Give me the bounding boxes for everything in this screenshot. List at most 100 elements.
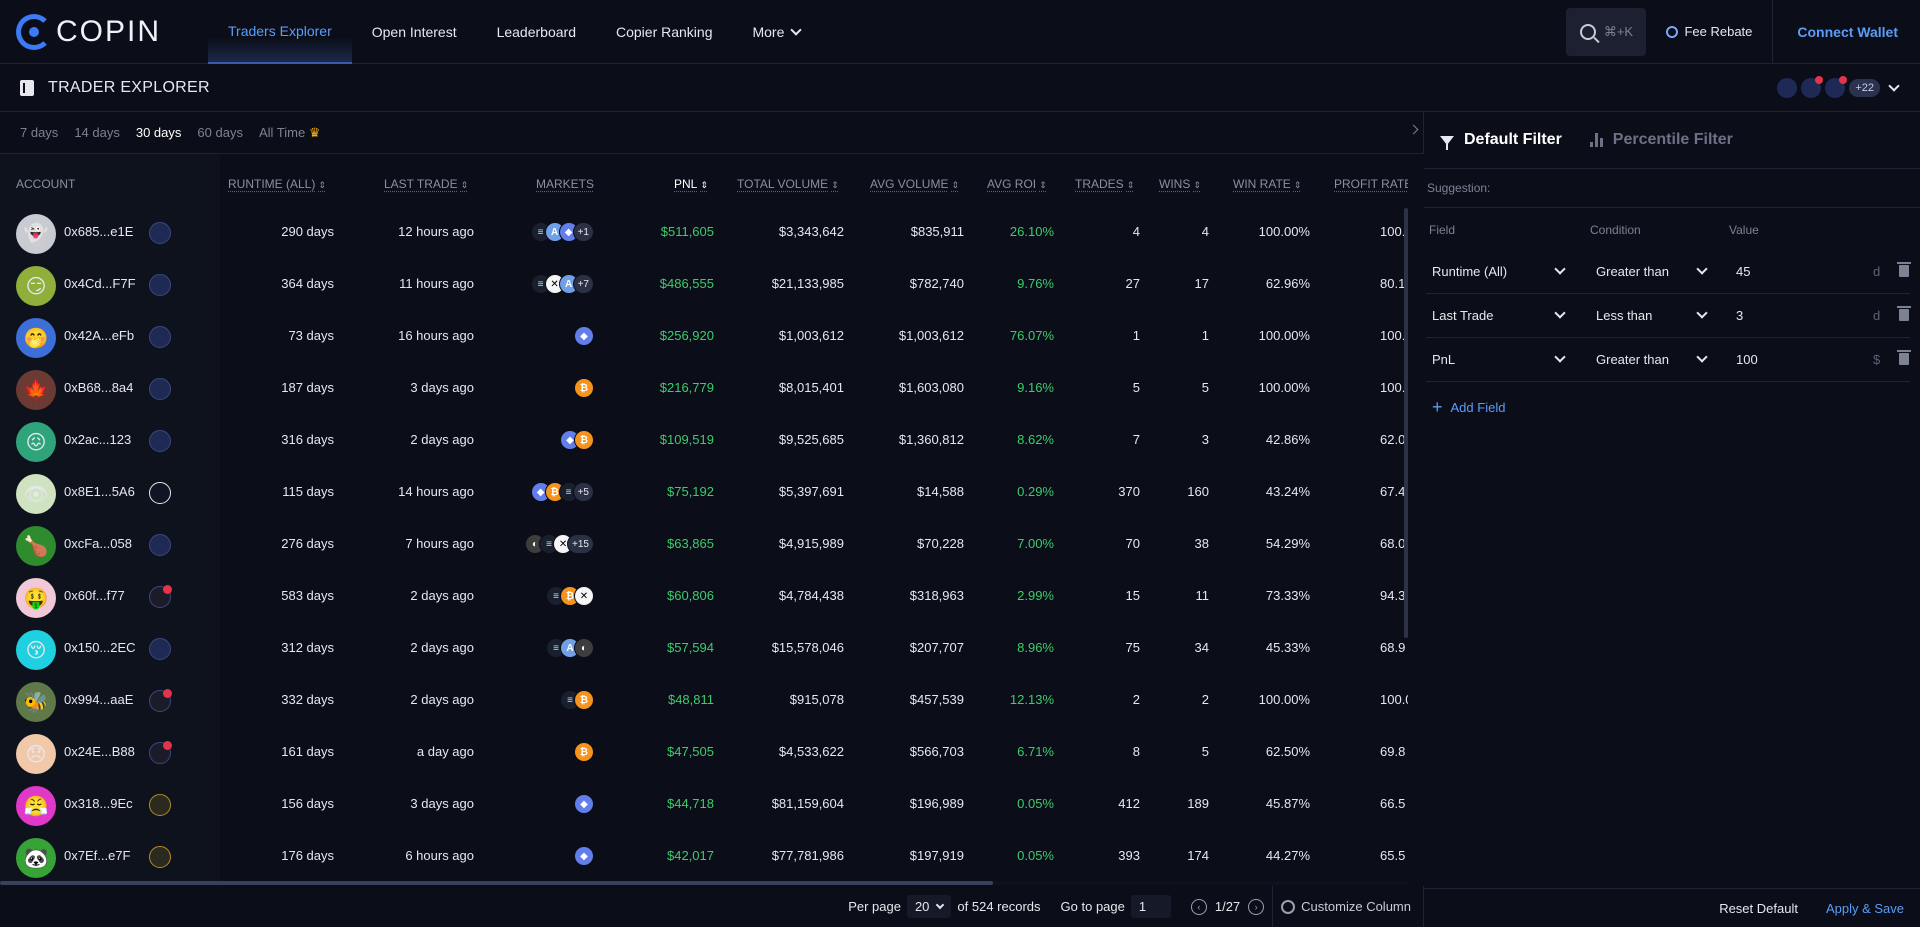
- table-row[interactable]: 🤭 0x42A...eFb 73 days 16 hours ago $256,920 $…: [0, 312, 1408, 364]
- table-row[interactable]: 🍗 0xcFa...058 276 days 7 hours ago $63,865 $4…: [0, 520, 1408, 572]
- account-address[interactable]: 0x318...9Ec: [64, 796, 133, 811]
- timeframe-60-days[interactable]: 60 days: [197, 125, 243, 140]
- column-win-rate[interactable]: WIN RATE ⇕: [1233, 177, 1301, 191]
- nav-more[interactable]: More: [732, 0, 826, 64]
- sort-icon: ⇕: [951, 180, 960, 190]
- cell-avg-roi: 9.16%: [1017, 380, 1054, 395]
- column-profit-rate[interactable]: PROFIT RATE: [1334, 177, 1408, 191]
- table-row[interactable]: 🐼 0x7Ef...e7F 176 days 6 hours ago $42,017 $7…: [0, 832, 1408, 881]
- table-row[interactable]: 👁 0x8E1...5A6 115 days 14 hours ago $75,192 $…: [0, 468, 1408, 520]
- cell-win-rate: 73.33%: [1265, 588, 1310, 603]
- chevron-down-icon[interactable]: [1554, 263, 1566, 275]
- column-avg-volume[interactable]: AVG VOLUME ⇕: [870, 177, 959, 191]
- table-row[interactable]: 🍁 0xB68...8a4 187 days 3 days ago $216,779 $8…: [0, 364, 1408, 416]
- account-address[interactable]: 0xB68...8a4: [64, 380, 134, 395]
- account-address[interactable]: 0x8E1...5A6: [64, 484, 135, 499]
- chevron-down-icon[interactable]: [1696, 307, 1708, 319]
- tab-default-filter[interactable]: Default Filter: [1440, 131, 1562, 150]
- add-field-button[interactable]: + Add Field: [1424, 382, 1920, 432]
- prev-page-icon[interactable]: ‹: [1190, 898, 1207, 915]
- nav-copier-ranking[interactable]: Copier Ranking: [615, 23, 713, 40]
- account-address[interactable]: 0x4Cd...F7F: [64, 276, 136, 291]
- table-row[interactable]: 😞 0x24E...B88 161 days a day ago $47,505 $4,5…: [0, 728, 1408, 780]
- fee-rebate-link[interactable]: Fee Rebate: [1646, 24, 1772, 39]
- per-page-select[interactable]: 20: [906, 895, 952, 918]
- column-total-volume[interactable]: TOTAL VOLUME ⇕: [737, 177, 839, 191]
- column-last-trade[interactable]: LAST TRADE ⇕: [384, 177, 468, 191]
- table-row[interactable]: 😚 0x150...2EC 312 days 2 days ago $57,594 $15…: [0, 624, 1408, 676]
- table-row[interactable]: 😤 0x318...9Ec 156 days 3 days ago $44,718 $81…: [0, 780, 1408, 832]
- timeframe-7-days[interactable]: 7 days: [20, 125, 59, 140]
- timeframe-14-days[interactable]: 14 days: [74, 125, 120, 140]
- cell-last-trade: 2 days ago: [410, 432, 474, 447]
- filter-value-input[interactable]: 45: [1736, 264, 1751, 279]
- account-address[interactable]: 0x2ac...123: [64, 432, 132, 447]
- next-page-icon[interactable]: ›: [1248, 898, 1265, 915]
- search-button[interactable]: ⌘+K: [1566, 7, 1647, 56]
- account-address[interactable]: 0x42A...eFb: [64, 328, 135, 343]
- trash-icon[interactable]: [1897, 306, 1911, 321]
- nav-open-interest[interactable]: Open Interest: [371, 23, 457, 40]
- cell-pnl: $63,865: [667, 536, 714, 551]
- chevron-down-icon[interactable]: [1554, 307, 1566, 319]
- filter-condition-select[interactable]: Greater than: [1596, 352, 1669, 367]
- account-address[interactable]: 0xcFa...058: [64, 536, 132, 551]
- logo[interactable]: COPIN: [16, 13, 196, 50]
- filter-value-input[interactable]: 100: [1736, 352, 1758, 367]
- filter-condition-select[interactable]: Greater than: [1596, 264, 1669, 279]
- account-address[interactable]: 0x994...aaE: [64, 692, 134, 707]
- vertical-scrollbar[interactable]: [1404, 208, 1408, 638]
- chevron-down-icon[interactable]: [1696, 351, 1708, 363]
- gear-icon: [1281, 899, 1296, 914]
- plus-icon: +: [1432, 397, 1443, 417]
- filter-footer: Reset Default Apply & Save: [1424, 888, 1920, 927]
- column-wins[interactable]: WINS ⇕: [1159, 177, 1201, 191]
- account-address[interactable]: 0x685...e1E: [64, 224, 134, 239]
- nav-traders-explorer[interactable]: Traders Explorer: [208, 0, 352, 64]
- cell-avg-roi: 76.07%: [1009, 328, 1054, 343]
- column-pnl[interactable]: PNL ⇕: [674, 177, 708, 191]
- tab-percentile-filter[interactable]: Percentile Filter: [1589, 131, 1733, 149]
- filter-field-select[interactable]: Runtime (All): [1432, 264, 1508, 279]
- timeframe-all-time[interactable]: All Time ♛: [259, 125, 321, 141]
- timeframe-30-days[interactable]: 30 days: [135, 125, 182, 140]
- filter-condition-select[interactable]: Less than: [1596, 308, 1653, 323]
- filter-field-select[interactable]: Last Trade: [1432, 308, 1494, 323]
- filter-field-select[interactable]: PnL: [1432, 352, 1456, 367]
- customize-column-button[interactable]: Customize Column: [1281, 899, 1411, 914]
- trash-icon[interactable]: [1897, 350, 1911, 365]
- connect-wallet-button[interactable]: Connect Wallet: [1797, 23, 1898, 40]
- chevron-down-icon[interactable]: [1554, 351, 1566, 363]
- cell-last-trade: 14 hours ago: [398, 484, 474, 499]
- table-row[interactable]: 😏 0x4Cd...F7F 364 days 11 hours ago $486,555…: [0, 260, 1408, 312]
- cell-pnl: $47,505: [667, 744, 714, 759]
- cell-profit-rate: 67.4: [1380, 484, 1406, 499]
- horizontal-scrollbar[interactable]: [0, 881, 1408, 885]
- table-row[interactable]: 🐝 0x994...aaE 332 days 2 days ago $48,811 $91…: [0, 676, 1408, 728]
- cell-avg-roi: 12.13%: [1009, 692, 1054, 707]
- column-avg-roi[interactable]: AVG ROI ⇕: [987, 177, 1047, 191]
- table-row[interactable]: 👻 0x685...e1E 290 days 12 hours ago $511,605…: [0, 208, 1408, 260]
- account-address[interactable]: 0x7Ef...e7F: [64, 848, 131, 863]
- column-trades[interactable]: TRADES ⇕: [1075, 177, 1134, 191]
- apply-save-button[interactable]: Apply & Save: [1825, 900, 1904, 916]
- account-address[interactable]: 0x150...2EC: [64, 640, 136, 655]
- cell-avg-volume: $14,588: [917, 484, 964, 499]
- book-icon: [20, 79, 34, 96]
- nav-leaderboard[interactable]: Leaderboard: [496, 23, 576, 40]
- account-address[interactable]: 0x60f...f77: [64, 588, 125, 603]
- protocol-selector[interactable]: +22: [1777, 75, 1904, 98]
- table-row[interactable]: 😖 0x2ac...123 316 days 2 days ago $109,519 $9…: [0, 416, 1408, 468]
- column-runtime[interactable]: RUNTIME (ALL) ⇕: [228, 177, 326, 191]
- go-to-page-input[interactable]: 1: [1130, 895, 1171, 918]
- markets-group: ◆ ₿: [560, 430, 594, 450]
- btc-market-icon: ₿: [574, 430, 594, 450]
- collapse-panel-icon[interactable]: [1408, 124, 1419, 135]
- chevron-down-icon[interactable]: [1696, 263, 1708, 275]
- filter-value-input[interactable]: 3: [1736, 308, 1744, 323]
- account-address[interactable]: 0x24E...B88: [64, 744, 135, 759]
- table-row[interactable]: 🤑 0x60f...f77 583 days 2 days ago $60,806 $4,…: [0, 572, 1408, 624]
- reset-default-button[interactable]: Reset Default: [1719, 900, 1798, 916]
- trash-icon[interactable]: [1897, 262, 1911, 277]
- horizontal-scrollbar-thumb[interactable]: [0, 881, 993, 885]
